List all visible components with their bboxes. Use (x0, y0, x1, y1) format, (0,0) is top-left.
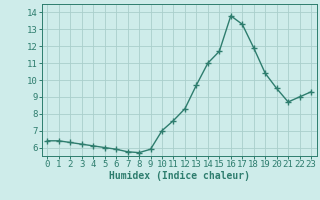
X-axis label: Humidex (Indice chaleur): Humidex (Indice chaleur) (109, 171, 250, 181)
